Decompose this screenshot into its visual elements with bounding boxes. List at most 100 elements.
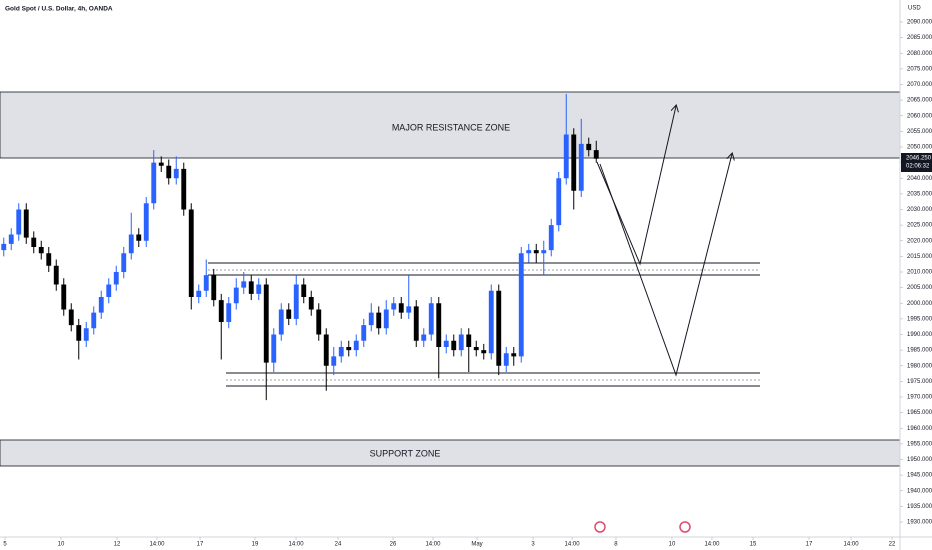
candle-body xyxy=(563,134,569,179)
last-price-label: 2046.250 xyxy=(906,156,932,162)
candle-body xyxy=(548,225,554,251)
candle-body xyxy=(496,290,502,366)
last-price-box xyxy=(901,153,932,172)
event-icon[interactable] xyxy=(594,521,606,533)
y-tick-label: 2035.000 xyxy=(907,191,932,197)
candle-body xyxy=(173,168,179,179)
x-tick-label: 12 xyxy=(114,542,121,548)
candle-body xyxy=(91,312,97,329)
candle-body xyxy=(586,143,592,151)
candle-body xyxy=(68,309,74,326)
x-tick-label: 14:00 xyxy=(565,542,581,548)
candle-body xyxy=(526,250,532,254)
y-tick-label: 2015.000 xyxy=(907,254,932,260)
y-tick-label: 2030.000 xyxy=(907,207,932,213)
event-icon[interactable] xyxy=(679,521,691,533)
candle-body xyxy=(428,303,434,335)
y-tick-label: 1960.000 xyxy=(907,426,932,432)
candle-body xyxy=(211,275,217,301)
candle-body xyxy=(346,347,352,351)
x-tick-label: 14:00 xyxy=(425,542,441,548)
candle-body xyxy=(38,247,44,254)
candle-body xyxy=(23,209,29,238)
candle-body xyxy=(226,303,232,322)
x-tick-label: 8 xyxy=(614,542,618,548)
candle-body xyxy=(286,309,292,319)
y-tick-label: 1980.000 xyxy=(907,363,932,369)
candle-body xyxy=(368,312,374,326)
candle-body xyxy=(293,284,299,319)
y-tick-label: 2090.000 xyxy=(907,20,932,26)
resistance-label: MAJOR RESISTANCE ZONE xyxy=(392,122,510,132)
y-tick-label: 1965.000 xyxy=(907,410,932,416)
candle-body xyxy=(61,284,67,310)
candle-body xyxy=(218,300,224,322)
candle-body xyxy=(241,281,247,288)
candle-body xyxy=(196,290,202,297)
candle-body xyxy=(518,253,524,357)
x-tick-label: 15 xyxy=(750,542,757,548)
candle-body xyxy=(541,250,547,254)
x-tick-label: 14:00 xyxy=(844,542,860,548)
y-tick-label: 1930.000 xyxy=(907,520,932,526)
candle-body xyxy=(458,334,464,351)
x-tick-label: 22 xyxy=(889,542,896,548)
candle-body xyxy=(571,134,577,191)
candle-body xyxy=(398,303,404,313)
candle-body xyxy=(263,284,269,363)
candle-body xyxy=(578,143,584,191)
y-tick-label: 2040.000 xyxy=(907,176,932,182)
x-tick-label: 24 xyxy=(335,542,342,548)
plot-area: MAJOR RESISTANCE ZONE SUPPORT ZONE xyxy=(0,91,900,533)
x-tick-label: 10 xyxy=(58,542,65,548)
countdown-label: 02:06:32 xyxy=(906,164,930,170)
candle-body xyxy=(413,306,419,341)
y-tick-label: 1940.000 xyxy=(907,488,932,494)
y-tick-label: 2055.000 xyxy=(907,129,932,135)
candle-body xyxy=(421,334,427,341)
candle-body xyxy=(436,303,442,347)
candle-body xyxy=(76,325,82,341)
y-tick-label: 1955.000 xyxy=(907,441,932,447)
candle-body xyxy=(593,150,599,159)
candle-body xyxy=(271,334,277,363)
x-tick-label: 14:00 xyxy=(149,542,165,548)
candle-body xyxy=(113,272,119,285)
y-tick-label: 2020.000 xyxy=(907,238,932,244)
y-tick-label: 2065.000 xyxy=(907,98,932,104)
y-tick-label: 2005.000 xyxy=(907,285,932,291)
candle-body xyxy=(166,165,172,179)
candle-body xyxy=(353,340,359,351)
candle-body xyxy=(361,325,367,341)
candle-body xyxy=(466,334,472,347)
candle-body xyxy=(31,237,37,247)
candle-body xyxy=(383,309,389,329)
candle-body xyxy=(488,290,494,354)
candle-body xyxy=(233,287,239,304)
candle-body xyxy=(151,162,157,204)
candle-body xyxy=(188,209,194,297)
candle-body xyxy=(203,275,209,291)
candle-body xyxy=(323,334,329,366)
y-tick-label: 1935.000 xyxy=(907,504,932,510)
x-tick-label: 26 xyxy=(390,542,397,548)
candle-body xyxy=(308,297,314,310)
candle-body xyxy=(316,309,322,335)
y-tick-label: 1975.000 xyxy=(907,379,932,385)
candle-body xyxy=(128,234,134,254)
y-tick-label: 2085.000 xyxy=(907,35,932,41)
y-tick-label: 1950.000 xyxy=(907,457,932,463)
candle-body xyxy=(331,356,337,366)
y-tick-label: 2000.000 xyxy=(907,301,932,307)
candle-body xyxy=(533,250,539,254)
resistance-zone xyxy=(0,91,900,159)
candle-body xyxy=(338,347,344,357)
candle-body xyxy=(248,281,254,294)
candle-body xyxy=(136,234,142,241)
support-label: SUPPORT ZONE xyxy=(370,448,441,458)
y-tick-label: 2050.000 xyxy=(907,145,932,151)
y-tick-label: 2070.000 xyxy=(907,82,932,88)
x-tick-label: 14:00 xyxy=(704,542,720,548)
candle-body xyxy=(8,234,14,244)
